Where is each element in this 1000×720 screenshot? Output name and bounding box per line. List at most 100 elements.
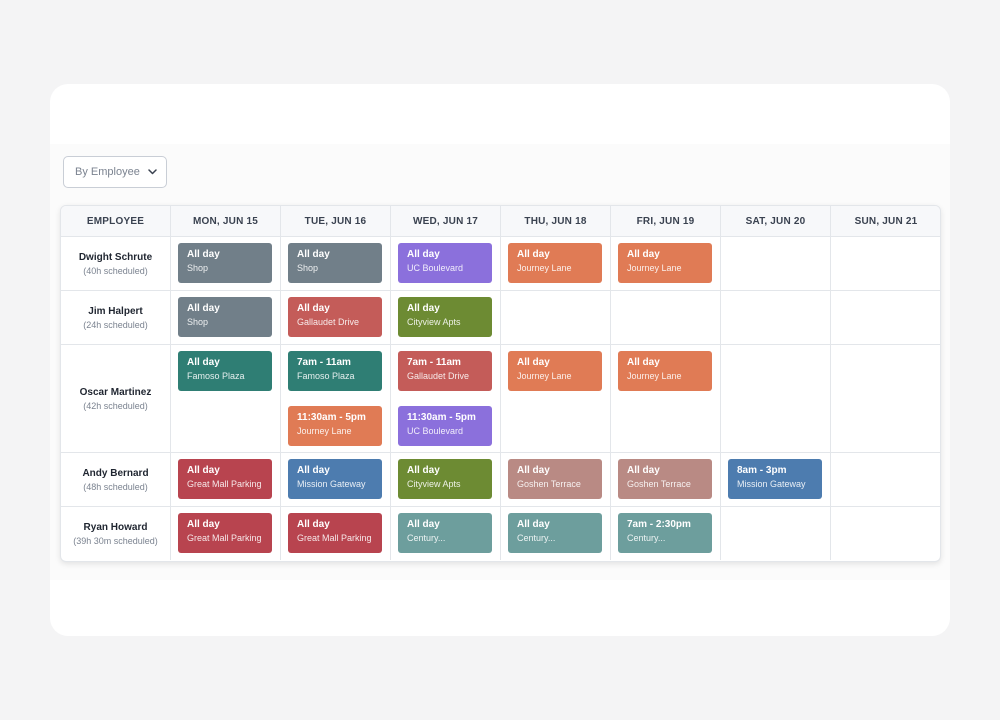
shift-location: Gallaudet Drive bbox=[407, 371, 470, 381]
shift-time: 7am - 2:30pm bbox=[627, 519, 691, 530]
day-cell[interactable]: All day Goshen Terrace bbox=[611, 453, 721, 507]
shift-location: Journey Lane bbox=[627, 371, 682, 381]
shift-block[interactable]: All day Mission Gateway bbox=[288, 459, 382, 499]
shift-location: Cityview Apts bbox=[407, 317, 461, 327]
shift-block[interactable]: 7am - 11am Gallaudet Drive bbox=[398, 351, 492, 391]
day-cell[interactable] bbox=[721, 237, 831, 291]
shift-location: Great Mall Parking bbox=[297, 533, 372, 543]
shift-block[interactable]: All day Century... bbox=[398, 513, 492, 553]
shift-block[interactable]: All day Goshen Terrace bbox=[508, 459, 602, 499]
shift-block[interactable]: All day Gallaudet Drive bbox=[288, 297, 382, 337]
day-cell[interactable]: All day Famoso Plaza bbox=[171, 345, 281, 453]
shift-location: Journey Lane bbox=[297, 426, 352, 436]
day-cell[interactable]: All day Century... bbox=[501, 507, 611, 560]
day-cell[interactable]: All day Great Mall Parking bbox=[171, 453, 281, 507]
shift-block[interactable]: All day Goshen Terrace bbox=[618, 459, 712, 499]
shift-location: Cityview Apts bbox=[407, 479, 461, 489]
shift-block[interactable]: All day Journey Lane bbox=[618, 243, 712, 283]
day-cell[interactable]: 8am - 3pm Mission Gateway bbox=[721, 453, 831, 507]
day-cell[interactable] bbox=[611, 291, 721, 345]
day-cell[interactable]: All day UC Boulevard bbox=[391, 237, 501, 291]
day-cell[interactable]: All day Cityview Apts bbox=[391, 453, 501, 507]
day-cell[interactable] bbox=[721, 507, 831, 560]
shift-time: All day bbox=[407, 249, 440, 260]
day-cell[interactable]: 7am - 2:30pm Century... bbox=[611, 507, 721, 560]
employee-name: Oscar Martinez bbox=[79, 386, 152, 398]
shift-block[interactable]: All day Journey Lane bbox=[508, 351, 602, 391]
shift-time: All day bbox=[627, 249, 660, 260]
shift-block[interactable]: All day Journey Lane bbox=[508, 243, 602, 283]
scheduled-hours: (48h scheduled) bbox=[83, 481, 148, 492]
shift-block[interactable]: All day Cityview Apts bbox=[398, 459, 492, 499]
shift-time: All day bbox=[517, 357, 550, 368]
day-cell[interactable]: All day Century... bbox=[391, 507, 501, 560]
column-header-day: WED, JUN 17 bbox=[391, 206, 501, 237]
shift-location: UC Boulevard bbox=[407, 263, 464, 273]
day-cell[interactable] bbox=[831, 453, 940, 507]
day-cell[interactable]: All day Journey Lane bbox=[611, 345, 721, 453]
shift-block[interactable]: 7am - 2:30pm Century... bbox=[618, 513, 712, 553]
shift-block[interactable]: All day Great Mall Parking bbox=[178, 459, 272, 499]
scheduled-hours: (24h scheduled) bbox=[83, 319, 148, 330]
shift-time: All day bbox=[187, 249, 220, 260]
employee-name: Ryan Howard bbox=[83, 521, 148, 533]
day-cell[interactable] bbox=[721, 291, 831, 345]
shift-block[interactable]: All day Great Mall Parking bbox=[178, 513, 272, 553]
employee-cell: Oscar Martinez (42h scheduled) bbox=[61, 345, 171, 453]
employee-cell: Dwight Schrute (40h scheduled) bbox=[61, 237, 171, 291]
shift-block[interactable]: All day UC Boulevard bbox=[398, 243, 492, 283]
shift-location: Century... bbox=[407, 533, 446, 543]
day-cell[interactable] bbox=[831, 507, 940, 560]
shift-time: 11:30am - 5pm bbox=[297, 412, 366, 423]
shift-block[interactable]: 7am - 11am Famoso Plaza bbox=[288, 351, 382, 391]
column-header-day: SAT, JUN 20 bbox=[721, 206, 831, 237]
employee-name: Jim Halpert bbox=[88, 305, 143, 317]
shift-time: All day bbox=[187, 303, 220, 314]
shift-time: All day bbox=[517, 249, 550, 260]
shift-block[interactable]: All day Famoso Plaza bbox=[178, 351, 272, 391]
shift-location: Shop bbox=[187, 317, 209, 327]
employee-cell: Jim Halpert (24h scheduled) bbox=[61, 291, 171, 345]
shift-block[interactable]: All day Shop bbox=[288, 243, 382, 283]
day-cell[interactable] bbox=[831, 237, 940, 291]
chevron-down-icon bbox=[148, 169, 157, 175]
day-cell[interactable]: All day Great Mall Parking bbox=[171, 507, 281, 560]
day-cell[interactable] bbox=[831, 291, 940, 345]
shift-time: All day bbox=[407, 519, 440, 530]
day-cell[interactable]: All day Cityview Apts bbox=[391, 291, 501, 345]
day-cell[interactable]: All day Shop bbox=[171, 291, 281, 345]
day-cell[interactable]: All day Mission Gateway bbox=[281, 453, 391, 507]
shift-block[interactable]: 11:30am - 5pm Journey Lane bbox=[288, 406, 382, 446]
shift-block[interactable]: All day Great Mall Parking bbox=[288, 513, 382, 553]
column-header-day: THU, JUN 18 bbox=[501, 206, 611, 237]
day-cell[interactable] bbox=[501, 291, 611, 345]
shift-location: Journey Lane bbox=[627, 263, 682, 273]
shift-block[interactable]: 11:30am - 5pm UC Boulevard bbox=[398, 406, 492, 446]
shift-location: Gallaudet Drive bbox=[297, 317, 360, 327]
shift-block[interactable]: All day Cityview Apts bbox=[398, 297, 492, 337]
shift-time: All day bbox=[407, 465, 440, 476]
column-header-day: MON, JUN 15 bbox=[171, 206, 281, 237]
shift-time: All day bbox=[187, 519, 220, 530]
day-cell[interactable]: All day Goshen Terrace bbox=[501, 453, 611, 507]
shift-block[interactable]: All day Shop bbox=[178, 243, 272, 283]
day-cell[interactable]: All day Journey Lane bbox=[611, 237, 721, 291]
day-cell[interactable]: All day Shop bbox=[281, 237, 391, 291]
day-cell[interactable]: 7am - 11am Famoso Plaza 11:30am - 5pm Journ… bbox=[281, 345, 391, 453]
shift-location: Mission Gateway bbox=[297, 479, 366, 489]
day-cell[interactable]: All day Gallaudet Drive bbox=[281, 291, 391, 345]
day-cell[interactable]: All day Journey Lane bbox=[501, 345, 611, 453]
shift-block[interactable]: 8am - 3pm Mission Gateway bbox=[728, 459, 822, 499]
view-by-select[interactable]: By Employee bbox=[63, 156, 167, 188]
day-cell[interactable] bbox=[721, 345, 831, 453]
day-cell[interactable]: All day Shop bbox=[171, 237, 281, 291]
shift-block[interactable]: All day Century... bbox=[508, 513, 602, 553]
shift-time: All day bbox=[187, 465, 220, 476]
shift-block[interactable]: All day Shop bbox=[178, 297, 272, 337]
shift-block[interactable]: All day Journey Lane bbox=[618, 351, 712, 391]
day-cell[interactable]: 7am - 11am Gallaudet Drive 11:30am - 5pm UC… bbox=[391, 345, 501, 453]
day-cell[interactable] bbox=[831, 345, 940, 453]
shift-location: Shop bbox=[297, 263, 319, 273]
day-cell[interactable]: All day Great Mall Parking bbox=[281, 507, 391, 560]
day-cell[interactable]: All day Journey Lane bbox=[501, 237, 611, 291]
